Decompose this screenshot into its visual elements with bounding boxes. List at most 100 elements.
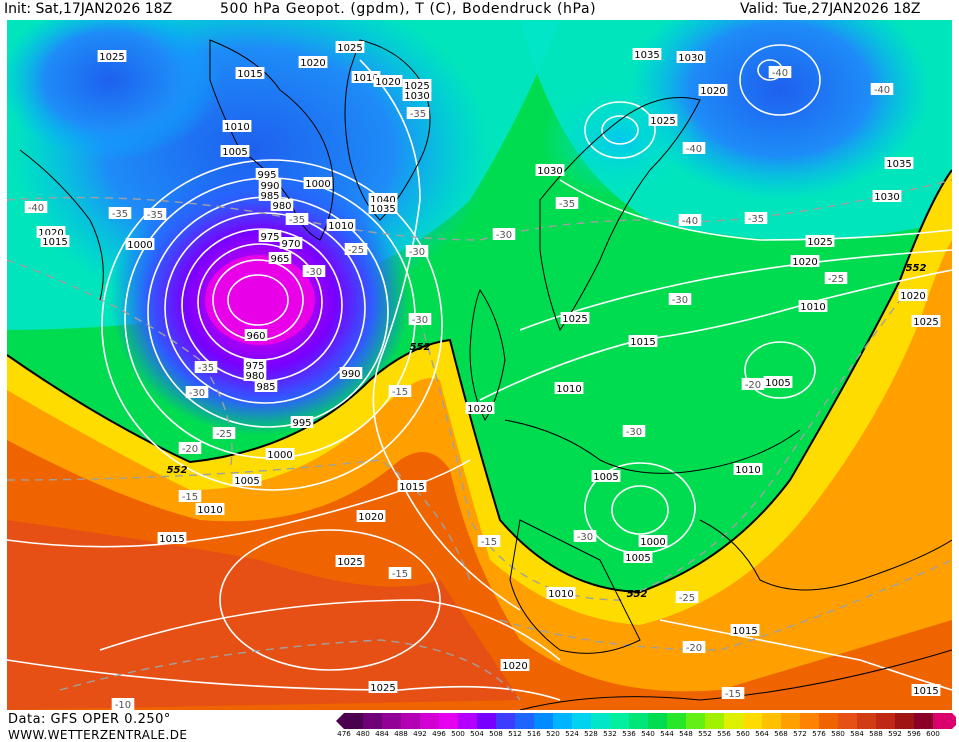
scale-tick-label: 524 [565,729,579,738]
isobar-label-text: 1040 [370,195,395,206]
scale-cell [496,713,515,729]
isobar-label: 1010 [326,219,356,232]
scale-cell [838,713,857,729]
isobar-label-text: 1010 [548,589,573,600]
contour-552-label-text: 552 [167,465,188,476]
magenta-core-atlantic-low [205,255,315,345]
temperature-label-text: -25 [216,429,232,440]
scale-tick-label: 520 [546,729,560,738]
scale-cell [439,713,458,729]
contour-552-label: 552 [410,342,431,353]
red-orange-band [7,520,520,710]
isobar-label: 965 [268,252,292,265]
scale-cell [629,713,648,729]
temperature-label: -15 [388,385,412,398]
isobar-label-text: 990 [260,181,279,192]
scale-tick-label: 552 [698,729,712,738]
isobar-label-text: 980 [245,371,264,382]
temperature-label: -40 [678,214,702,227]
isobar-label: 985 [258,189,282,202]
isobar-label: 1025 [805,235,835,248]
scale-cell [686,713,705,729]
temperature-labels: -40 -35 -35 -35 -35 -25 -30 -30 -30 -30 -35 -35 -30 -… [24,66,894,710]
temperature-label: -30 [405,245,429,258]
temperature-label-text: -35 [198,363,214,374]
isobar-label: 1030 [535,164,565,177]
scale-tick-label: 540 [641,729,655,738]
scale-cell [534,713,553,729]
temperature-label-text: -20 [182,444,198,455]
scale-tick-label: 600 [926,729,940,738]
color-scale-bar [336,713,956,729]
scale-tick-label: 572 [793,729,807,738]
temperature-label: -30 [622,425,646,438]
isobar-label: 1025 [335,41,365,54]
temperature-label: -15 [178,490,202,503]
isobar-label: 1025 [560,312,590,325]
isobar-label-text: 1025 [337,43,362,54]
scale-cell [572,713,591,729]
temperature-label-text: -35 [748,214,764,225]
contour-552-label: 552 [167,465,188,476]
isobar-label-text: 1000 [640,537,665,548]
isobar-label-text: 1010 [197,505,222,516]
scale-cell [344,713,363,729]
init-time: Init: Sat,17JAN2026 18Z [4,1,173,17]
color-scale-ticks: 476 480 484 488 492 496 500 504 508 512 516 520 524 5… [337,729,952,741]
weather-map[interactable]: 1025 1025 1020 1015 1010 1020 1025 1030 1010 1005… [7,20,952,710]
isobar-label-text: 1015 [913,686,938,697]
temperature-label-text: -20 [686,643,702,654]
scale-tick-label: 488 [394,729,408,738]
temperature-label: -30 [668,293,692,306]
isobar-label-text: 1025 [913,317,938,328]
blue-field-canada [7,20,220,160]
scale-cell [762,713,781,729]
scale-tick-label: 492 [413,729,427,738]
scale-tick-label: 576 [812,729,826,738]
isobar-label-text: 1010 [353,73,378,84]
isobar-label-text: 1025 [650,116,675,127]
temperature-label: -40 [24,201,48,214]
scale-tick-label: 500 [451,729,465,738]
temperature-label: -35 [143,208,167,221]
isobar-label: 1030 [676,51,706,64]
isobar-label-text: 985 [260,191,279,202]
temperature-label-text: -30 [577,532,593,543]
isobar-label: 1015 [397,480,427,493]
isobar-label: 1035 [632,48,662,61]
contour-552-label: 552 [627,589,648,600]
isobar-label-text: 1005 [625,553,650,564]
isobar-label-text: 1010 [556,384,581,395]
isobar-label: 1005 [220,145,250,158]
temperature-label-text: -35 [410,109,426,120]
temperature-label-text: -40 [28,203,44,214]
scale-tick-label: 516 [527,729,541,738]
scale-tick-label: 564 [755,729,769,738]
scale-tick-label: 480 [356,729,370,738]
scale-cell [515,713,534,729]
temperature-label-text: -15 [392,387,408,398]
isobar-label: 1015 [157,532,187,545]
temperature-label: -25 [675,591,699,604]
temperature-label: -35 [285,213,309,226]
isobar-label: 970 [279,237,303,250]
isobar-label: 985 [254,380,278,393]
isobar-label: 990 [339,367,363,380]
temperature-label: -35 [108,207,132,220]
coastlines [19,39,952,710]
cyan-field-finland [540,80,700,200]
isobar-label: 990 [258,179,282,192]
website-label: WWW.WETTERZENTRALE.DE [8,728,188,742]
isobar-label-text: 1010 [224,122,249,133]
isobar-label-text: 1000 [127,240,152,251]
isobar-label-text: 975 [260,232,279,243]
isobar-label-text: 1035 [886,159,911,170]
temperature-label: -30 [573,530,597,543]
isobar-label: 1010 [351,71,381,84]
scale-tick-label: 504 [470,729,484,738]
temperature-label: -25 [344,243,368,256]
temperature-label-text: -25 [828,274,844,285]
isobar-label: 1005 [232,474,262,487]
